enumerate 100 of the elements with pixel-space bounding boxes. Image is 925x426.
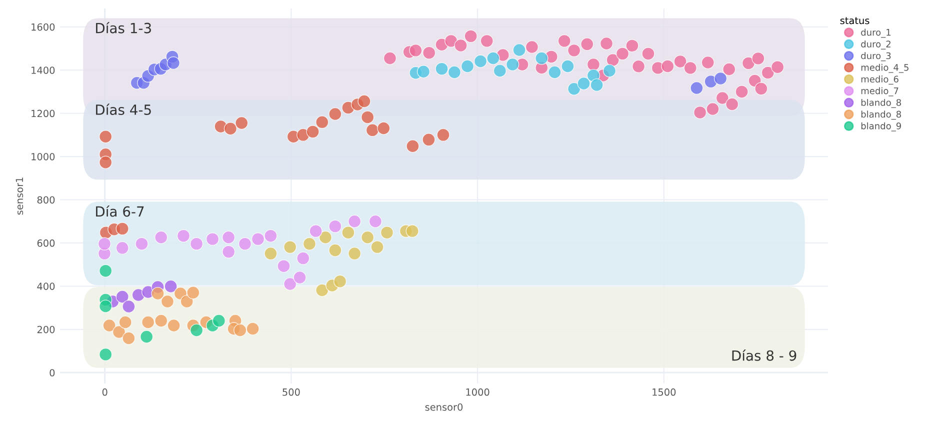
point [548,66,562,79]
point [142,316,155,329]
point [406,140,420,153]
point [99,264,112,278]
point [380,226,394,240]
point [99,130,112,144]
point [754,82,768,96]
point [701,56,714,70]
y-tick-label: 600 [37,239,55,247]
point [342,226,355,240]
point [684,61,697,74]
point [486,52,500,65]
point [493,64,506,78]
point [435,62,448,76]
point [154,314,168,328]
point [309,224,322,238]
point [409,44,422,57]
point [348,214,362,228]
legend-label: medio_7 [861,87,898,96]
point [632,60,646,73]
y-tick-label: 1600 [32,23,55,31]
point [112,325,126,339]
point [222,230,236,244]
point [296,252,310,265]
point [674,54,687,68]
y-tick-label: 1400 [32,66,55,74]
x-tick-label: 0 [102,388,108,396]
legend-label: blando_9 [861,122,901,132]
point [190,324,204,337]
point [690,81,704,95]
point [422,133,436,146]
point [186,286,200,300]
point [761,66,774,80]
point [102,318,116,332]
point [318,230,332,244]
legend-label: medio_6 [861,76,898,85]
band-label: Día 6-7 [96,205,144,217]
point [383,52,397,65]
point [328,107,342,121]
point [642,47,655,60]
point [190,237,204,250]
point [377,122,390,135]
point [122,300,136,314]
point [735,85,748,98]
band-label: Días 8 - 9 [732,350,796,361]
point [716,91,729,105]
band-label: Días 1-3 [96,22,151,34]
point [180,294,194,308]
point [212,314,226,328]
y-tick-label: 1200 [32,110,55,118]
point [558,34,571,48]
legend-label: blando_8 [861,98,901,108]
point [568,82,581,96]
point [116,241,129,254]
point [99,348,112,362]
point [99,156,112,169]
point [416,65,430,78]
point [167,318,180,332]
point [480,34,494,48]
point [454,38,468,52]
point [726,98,739,111]
point [512,43,526,57]
point [154,230,168,244]
y-tick-label: 800 [37,196,55,204]
point [742,56,756,70]
point [602,64,616,78]
point [234,324,247,337]
point [140,330,154,344]
point [98,237,112,250]
point [436,128,450,142]
point [166,56,180,70]
point [580,38,594,51]
point [714,72,728,86]
point [706,102,720,116]
point [361,110,374,124]
point [333,274,347,288]
point [116,222,129,236]
point [264,246,278,260]
y-tick-label: 400 [37,282,55,290]
point [160,294,174,308]
x-tick-label: 1000 [466,388,490,396]
point [444,34,458,48]
x-axis-title: sensor0 [425,403,463,411]
point [368,214,382,228]
point [116,290,129,304]
legend-label: medio_4_5 [861,64,908,73]
point [264,229,278,242]
point [224,122,238,136]
point [568,44,581,57]
point [600,36,614,50]
legend-label: duro_1 [861,28,891,38]
point [293,270,306,284]
y-axis-title: sensor1 [16,178,24,215]
point [464,30,478,43]
point [251,232,265,246]
point [206,232,220,246]
legend-label: blando_8 [861,110,901,120]
point [361,230,374,244]
point [164,280,178,293]
point [176,229,190,242]
